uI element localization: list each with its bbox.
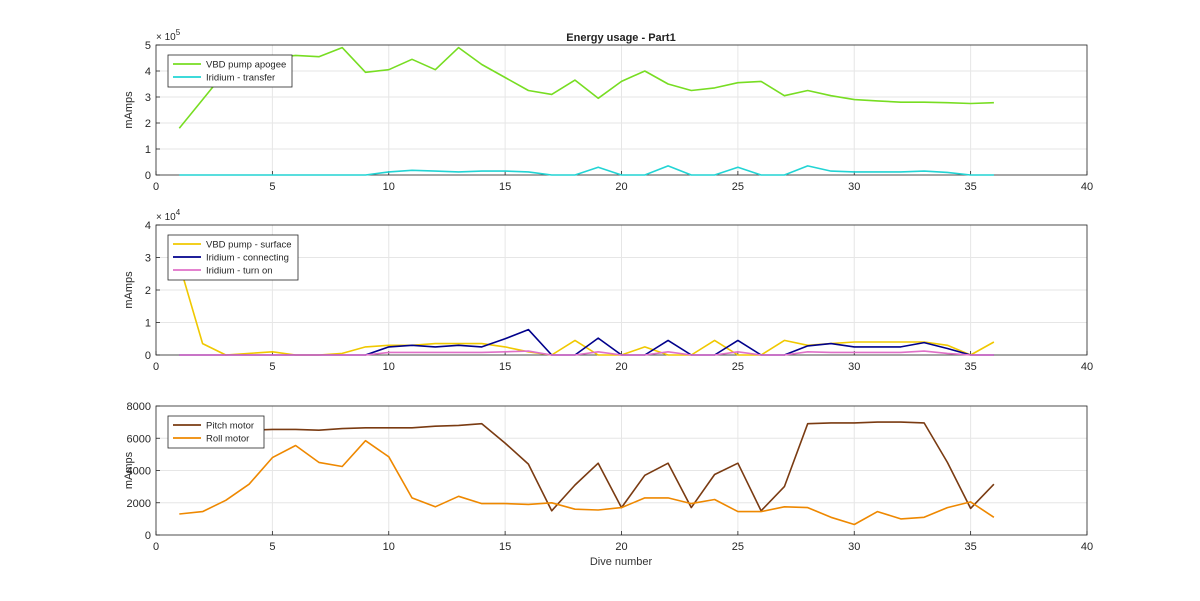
series-line-iridium-transfer — [179, 165, 994, 176]
legend-label: Pitch motor — [206, 421, 254, 432]
y-tick-label: 1 — [145, 144, 151, 156]
series-line-pitch-motor — [179, 421, 995, 512]
x-tick-label: 15 — [499, 181, 511, 193]
y-tick-label: 0 — [145, 530, 151, 542]
series-line-roll-motor — [179, 439, 995, 526]
x-tick-label: 30 — [848, 181, 860, 193]
legend: VBD pump apogee Iridium - transfer — [167, 54, 293, 88]
x-tick-label: 5 — [269, 361, 275, 373]
y-axis-label: mAmps — [123, 91, 135, 129]
x-tick-label: 0 — [153, 541, 159, 553]
y-scale-factor: × 105 — [156, 28, 181, 43]
y-tick-label: 2 — [145, 285, 151, 297]
y-axis-label: mAmps — [123, 451, 135, 489]
y-tick-label: 2000 — [127, 498, 151, 510]
y-axis-label: mAmps — [123, 271, 135, 309]
x-tick-label: 10 — [383, 541, 395, 553]
legend-label: Iridium - turn on — [206, 266, 273, 277]
x-tick-label: 40 — [1081, 181, 1093, 193]
x-tick-label: 25 — [732, 361, 744, 373]
x-tick-label: 10 — [383, 181, 395, 193]
x-tick-label: 20 — [615, 361, 627, 373]
x-tick-label: 15 — [499, 541, 511, 553]
legend-label: Roll motor — [206, 434, 249, 445]
subplot-2: 0 5 10 15 20 25 30 35 40 0 1 2 3 4 × 104 mAmps VBD pump … — [123, 208, 1093, 373]
y-tick-label: 4 — [145, 66, 151, 78]
x-tick-label: 0 — [153, 181, 159, 193]
x-tick-label: 25 — [732, 541, 744, 553]
y-tick-label: 0 — [145, 350, 151, 362]
x-tick-label: 40 — [1081, 541, 1093, 553]
x-tick-label: 0 — [153, 361, 159, 373]
x-tick-label: 25 — [732, 181, 744, 193]
y-tick-label: 3 — [145, 92, 151, 104]
x-tick-label: 10 — [383, 361, 395, 373]
legend: Pitch motor Roll motor — [167, 415, 265, 449]
x-tick-label: 40 — [1081, 361, 1093, 373]
x-axis-label: Dive number — [590, 556, 653, 568]
x-tick-label: 20 — [615, 181, 627, 193]
x-tick-label: 20 — [615, 541, 627, 553]
y-tick-label: 0 — [145, 170, 151, 182]
legend-label: Iridium - connecting — [206, 253, 289, 264]
x-tick-label: 15 — [499, 361, 511, 373]
series-line-vbd-pump-apogee — [178, 46, 994, 129]
legend-label: VBD pump - surface — [206, 240, 292, 251]
x-tick-label: 5 — [269, 541, 275, 553]
y-tick-label: 2 — [145, 118, 151, 130]
subplot-1: 0 5 10 15 20 25 30 35 40 0 1 2 3 4 5 × 105 mAmps VBD pump… — [123, 28, 1093, 193]
x-tick-label: 35 — [965, 181, 977, 193]
legend-label: VBD pump apogee — [206, 60, 286, 71]
y-tick-label: 4 — [145, 220, 151, 232]
y-scale-factor: × 104 — [156, 208, 181, 223]
y-tick-label: 5 — [145, 40, 151, 52]
x-tick-label: 30 — [848, 361, 860, 373]
series-line-vbd-pump-surface — [178, 263, 995, 356]
legend-box — [167, 54, 293, 88]
y-tick-label: 3 — [145, 253, 151, 265]
legend: VBD pump - surface Iridium - connecting Ir… — [167, 234, 299, 281]
y-tick-label: 8000 — [127, 401, 151, 413]
figure-title: Energy usage - Part1 — [566, 32, 675, 44]
legend-box — [167, 415, 265, 449]
y-tick-label: 1 — [145, 318, 151, 330]
x-tick-label: 35 — [965, 361, 977, 373]
x-tick-label: 5 — [269, 181, 275, 193]
y-tick-label: 6000 — [127, 433, 151, 445]
series-line-iridium-turn-on — [179, 350, 994, 356]
x-tick-label: 30 — [848, 541, 860, 553]
y-tick-label: 4000 — [127, 466, 151, 478]
subplot-3: 0 5 10 15 20 25 30 35 40 0 2000 4000 6000 8000 mAmps Pi… — [123, 401, 1093, 553]
legend-label: Iridium - transfer — [206, 73, 275, 84]
x-tick-label: 35 — [965, 541, 977, 553]
